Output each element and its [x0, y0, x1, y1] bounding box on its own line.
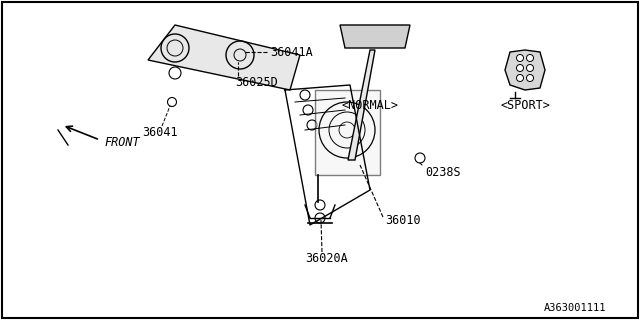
- Polygon shape: [315, 90, 380, 175]
- Polygon shape: [505, 50, 545, 90]
- Polygon shape: [340, 25, 410, 48]
- Text: 36025D: 36025D: [235, 76, 278, 89]
- Polygon shape: [348, 50, 375, 160]
- Text: <NORMAL>: <NORMAL>: [342, 99, 399, 111]
- Text: A363001111: A363001111: [544, 303, 606, 313]
- Circle shape: [527, 75, 534, 82]
- Text: 0238S: 0238S: [425, 165, 461, 179]
- Text: 36020A: 36020A: [305, 252, 348, 265]
- Circle shape: [516, 54, 524, 61]
- Text: <SPORT>: <SPORT>: [500, 99, 550, 111]
- Circle shape: [527, 65, 534, 71]
- Text: 36041A: 36041A: [270, 45, 313, 59]
- Polygon shape: [148, 25, 300, 90]
- Circle shape: [527, 54, 534, 61]
- Circle shape: [516, 75, 524, 82]
- Text: FRONT: FRONT: [104, 135, 140, 148]
- Text: 36010: 36010: [385, 213, 420, 227]
- Text: 36041: 36041: [142, 125, 178, 139]
- Circle shape: [516, 65, 524, 71]
